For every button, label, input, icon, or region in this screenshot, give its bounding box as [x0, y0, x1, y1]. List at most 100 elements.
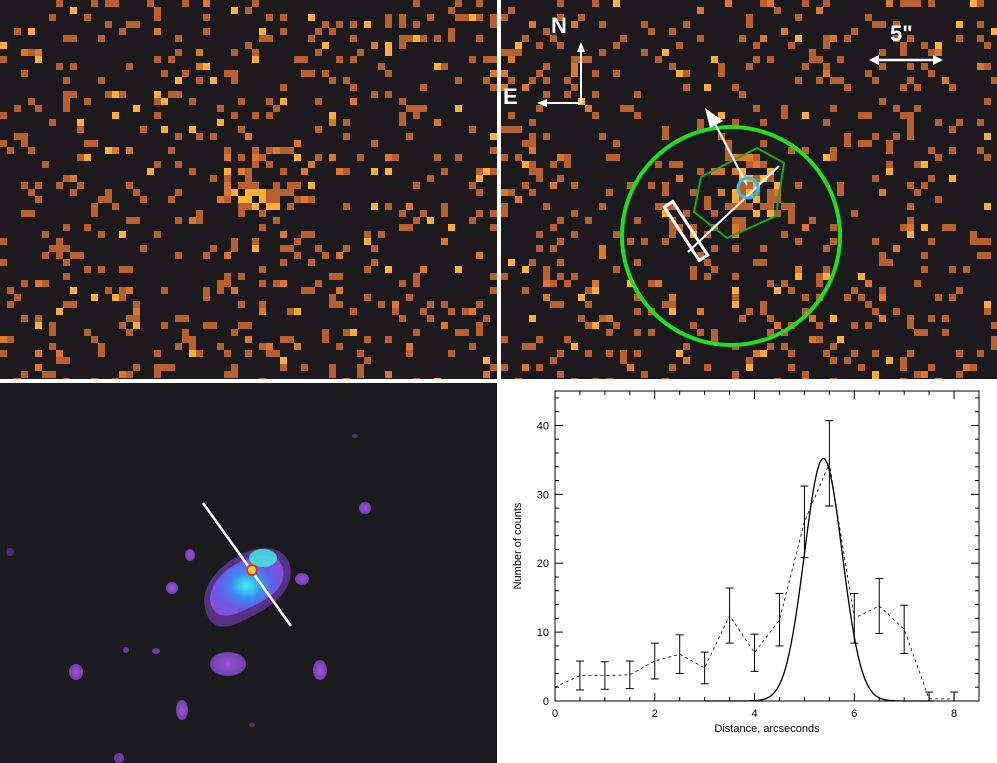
count-pixel [301, 168, 308, 175]
count-pixel [483, 56, 490, 63]
count-pixel [371, 140, 378, 147]
count-pixel [126, 266, 133, 273]
count-pixel [501, 14, 508, 21]
count-pixel [476, 252, 483, 259]
count-pixel [0, 336, 7, 343]
count-pixel [112, 378, 119, 379]
count-pixel [508, 7, 515, 14]
count-pixel [322, 252, 329, 259]
y-tick-label: 0 [543, 696, 549, 708]
count-pixel [900, 112, 907, 119]
count-pixel [536, 231, 543, 238]
faint-blob [185, 549, 195, 561]
count-pixel [984, 203, 991, 210]
count-pixel [914, 280, 921, 287]
count-pixel [322, 70, 329, 77]
count-pixel [641, 371, 648, 378]
count-pixel [501, 49, 508, 56]
count-pixel [732, 168, 739, 175]
count-pixel [767, 56, 774, 63]
count-pixel [767, 189, 774, 196]
count-pixel [872, 21, 879, 28]
count-pixel [280, 147, 287, 154]
count-pixel [280, 189, 287, 196]
count-pixel [550, 301, 557, 308]
count-pixel [760, 119, 767, 126]
count-pixel [557, 154, 564, 161]
count-pixel [557, 175, 564, 182]
count-pixel [406, 105, 413, 112]
count-pixel [935, 378, 942, 379]
count-pixel [476, 14, 483, 21]
count-pixel [942, 224, 949, 231]
count-pixel [161, 126, 168, 133]
count-pixel [746, 364, 753, 371]
count-pixel [823, 119, 830, 126]
count-pixel [746, 182, 753, 189]
x-tick-label: 0 [552, 708, 558, 720]
count-pixel [371, 203, 378, 210]
count-pixel [837, 189, 844, 196]
count-pixel [704, 203, 711, 210]
count-pixel [774, 378, 781, 379]
count-pixel [711, 336, 718, 343]
count-pixel [886, 0, 893, 7]
count-pixel [977, 147, 984, 154]
count-pixel [105, 0, 112, 7]
count-pixel [427, 175, 434, 182]
count-pixel [63, 175, 70, 182]
count-pixel [385, 203, 392, 210]
count-pixel [676, 70, 683, 77]
count-pixel [357, 364, 364, 371]
count-pixel [56, 182, 63, 189]
count-pixel [77, 252, 84, 259]
count-pixel [536, 364, 543, 371]
count-pixel [592, 0, 599, 7]
count-pixel [175, 161, 182, 168]
count-pixel [830, 35, 837, 42]
count-pixel [795, 14, 802, 21]
count-pixel [613, 0, 620, 7]
count-pixel [245, 189, 252, 196]
count-pixel [280, 364, 287, 371]
count-pixel [732, 189, 739, 196]
count-pixel [56, 245, 63, 252]
count-pixel [543, 77, 550, 84]
count-pixel [392, 301, 399, 308]
count-pixel [112, 147, 119, 154]
count-pixel [515, 154, 522, 161]
count-pixel [119, 287, 126, 294]
count-pixel [343, 77, 350, 84]
count-pixel [501, 189, 508, 196]
count-pixel [308, 182, 315, 189]
count-pixel [413, 112, 420, 119]
count-pixel [697, 308, 704, 315]
count-pixel [753, 259, 760, 266]
count-pixel [704, 259, 711, 266]
count-pixel [91, 210, 98, 217]
count-pixel [725, 140, 732, 147]
count-pixel [182, 315, 189, 322]
faint-blob [176, 700, 188, 720]
count-pixel [266, 147, 273, 154]
count-pixel [7, 301, 14, 308]
count-pixel [907, 231, 914, 238]
count-pixel [767, 280, 774, 287]
count-pixel [585, 105, 592, 112]
count-pixel [49, 245, 56, 252]
count-pixel [336, 301, 343, 308]
count-pixel [476, 301, 483, 308]
count-pixel [63, 224, 70, 231]
count-pixel [578, 14, 585, 21]
count-pixel [273, 147, 280, 154]
count-pixel [238, 154, 245, 161]
count-pixel [287, 147, 294, 154]
count-pixel [175, 77, 182, 84]
count-pixel [739, 315, 746, 322]
count-pixel [245, 42, 252, 49]
count-pixel [294, 252, 301, 259]
count-pixel [21, 280, 28, 287]
count-pixel [753, 175, 760, 182]
count-pixel [175, 217, 182, 224]
count-pixel [837, 182, 844, 189]
